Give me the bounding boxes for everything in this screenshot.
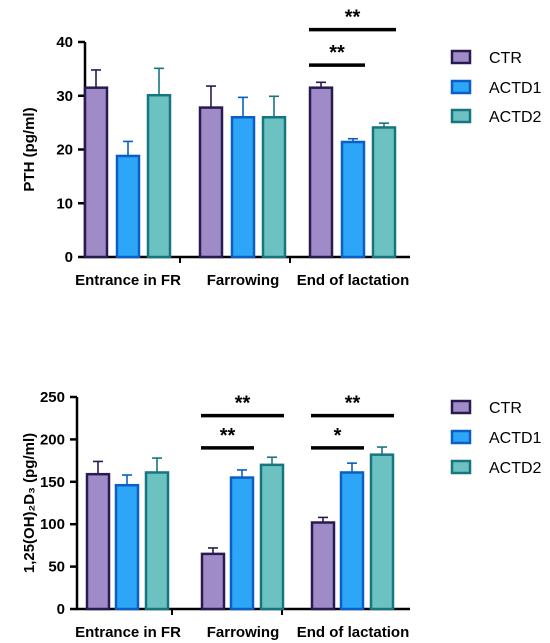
legend-swatch-actd1 xyxy=(450,79,472,95)
pth-chart: 0 10 20 30 40 Entrance in FR Farrowing End of l… xyxy=(21,7,542,289)
y-tick-label: 0 xyxy=(65,249,73,266)
bar-actd2 xyxy=(371,126,397,259)
y-tick-label: 100 xyxy=(40,516,65,533)
bar-actd1 xyxy=(230,116,256,259)
bar-actd2 xyxy=(261,116,287,259)
category-label: End of lactation xyxy=(297,624,410,641)
legend-swatch-actd1 xyxy=(450,429,472,445)
y-tick-label: 200 xyxy=(40,431,65,448)
bar-actd1 xyxy=(229,476,255,611)
legend-label-actd1: ACTD1 xyxy=(489,80,542,97)
bar-actd1 xyxy=(339,471,365,611)
bar-actd1 xyxy=(115,154,141,259)
bar-actd1 xyxy=(340,140,366,259)
y-tick-label: 250 xyxy=(40,389,65,406)
bar-actd2 xyxy=(146,93,172,259)
significance-label: * xyxy=(334,425,342,447)
bar-actd2 xyxy=(369,453,395,611)
category-label: Entrance in FR xyxy=(75,624,181,641)
significance-label: ** xyxy=(329,42,345,64)
bar-ctr xyxy=(198,106,224,259)
y-tick-label: 30 xyxy=(56,88,73,105)
y-tick-label: 20 xyxy=(56,142,73,159)
bar-actd2 xyxy=(259,463,285,611)
bar-actd1 xyxy=(114,483,140,611)
bar-actd2 xyxy=(144,471,170,611)
category-label: End of lactation xyxy=(297,272,410,289)
significance-label: ** xyxy=(345,7,361,29)
calcitriol-chart: 0 50 100 150 200 250 Entrance in FR Farrowing En… xyxy=(21,389,542,641)
bar-ctr xyxy=(200,552,226,611)
legend-label-actd1: ACTD1 xyxy=(489,430,542,447)
legend-swatch-ctr xyxy=(450,399,472,415)
bar-ctr xyxy=(308,86,334,259)
y-tick-label: 40 xyxy=(56,34,73,51)
category-label: Entrance in FR xyxy=(75,272,181,289)
y-tick-label: 0 xyxy=(57,601,65,618)
bar-ctr xyxy=(310,521,336,611)
significance-label: ** xyxy=(235,393,251,415)
legend-swatch-ctr xyxy=(450,49,472,65)
legend-swatch-actd2 xyxy=(450,459,472,475)
significance-label: ** xyxy=(345,393,361,415)
legend-label-ctr: CTR xyxy=(489,400,522,417)
y-tick-label: 10 xyxy=(56,195,73,212)
legend-swatch-actd2 xyxy=(450,108,472,124)
category-label: Farrowing xyxy=(207,272,280,289)
significance-label: ** xyxy=(220,425,236,447)
y-axis-title: PTH (pg/ml) xyxy=(21,107,38,191)
y-axis-title: 1,25(OH)₂D₃ (pg/ml) xyxy=(21,433,38,573)
y-tick-label: 50 xyxy=(48,559,65,576)
bar-ctr xyxy=(83,86,109,259)
legend-label-ctr: CTR xyxy=(489,50,522,67)
legend-label-actd2: ACTD2 xyxy=(489,109,542,126)
y-tick-label: 150 xyxy=(40,474,65,491)
bar-ctr xyxy=(85,472,111,611)
legend-label-actd2: ACTD2 xyxy=(489,460,542,477)
category-label: Farrowing xyxy=(207,624,280,641)
